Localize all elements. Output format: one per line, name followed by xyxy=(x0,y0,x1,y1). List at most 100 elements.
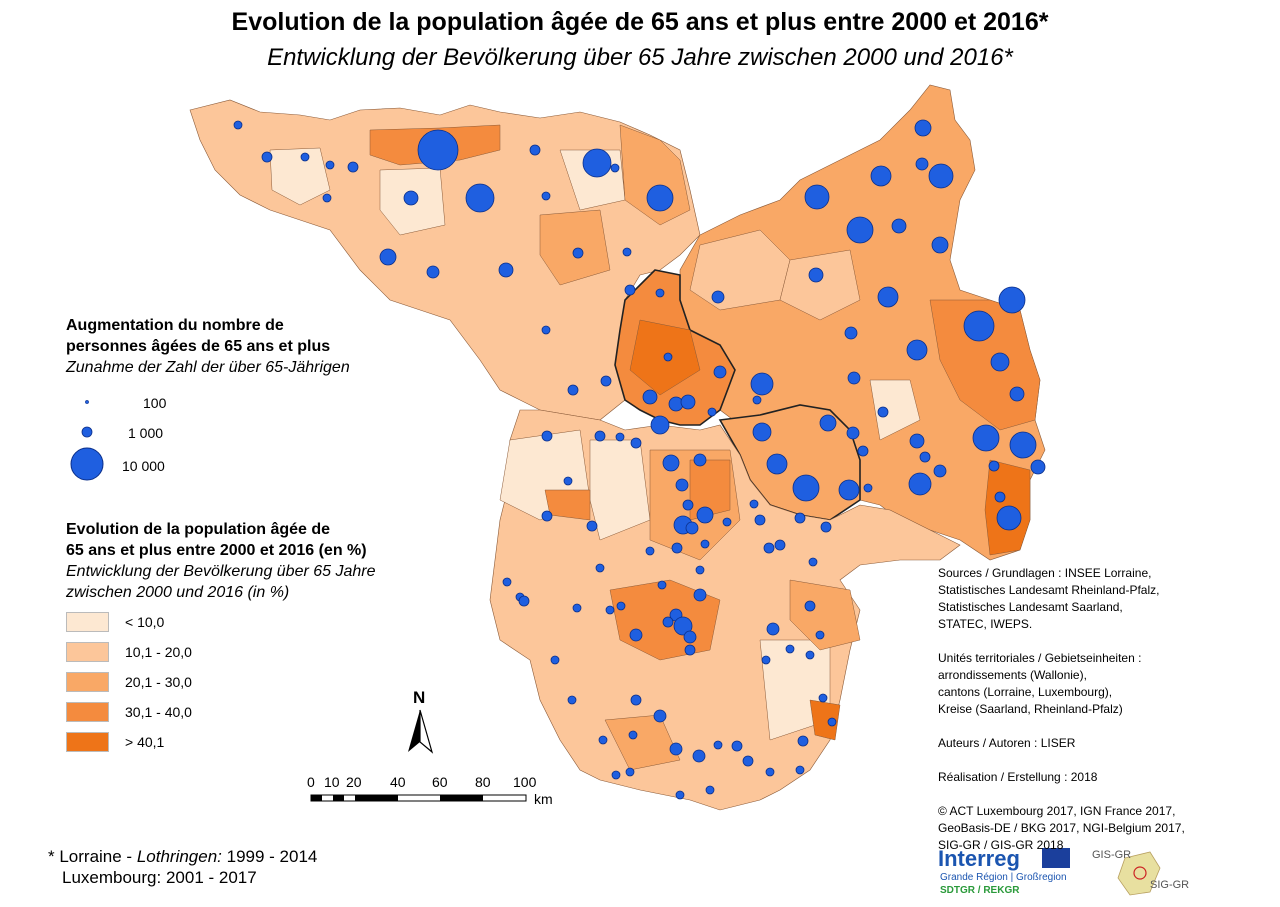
population-circle xyxy=(933,464,947,478)
population-circle xyxy=(765,767,775,777)
population-circle xyxy=(261,151,273,163)
population-circle xyxy=(988,460,1000,472)
sources-line: GeoBasis-DE / BKG 2017, NGI-Belgium 2017… xyxy=(938,821,1185,835)
population-circle xyxy=(713,365,727,379)
population-circle xyxy=(541,510,553,522)
population-circle xyxy=(662,454,680,472)
population-circle xyxy=(630,437,642,449)
legend-swatch-class-2 xyxy=(66,642,109,662)
population-circle xyxy=(541,191,551,201)
scale-tick-100: 100 xyxy=(513,774,537,790)
sources-line: Statistisches Landesamt Saarland, xyxy=(938,600,1123,614)
population-circle xyxy=(615,432,625,442)
scale-tick-60: 60 xyxy=(432,774,448,790)
population-circle xyxy=(707,407,717,417)
district-pale xyxy=(269,147,331,206)
population-circle xyxy=(322,193,332,203)
legend-label-1000: 1 000 xyxy=(128,425,164,441)
population-circle xyxy=(815,630,825,640)
sources-line: © ACT Luxembourg 2017, IGN France 2017, xyxy=(938,804,1176,818)
sources-line: STATEC, IWEPS. xyxy=(938,617,1033,631)
title-fr: Evolution de la population âgée de 65 an… xyxy=(231,8,1049,36)
population-circle xyxy=(598,735,608,745)
scale-tick-0: 0 xyxy=(307,774,315,790)
population-circle xyxy=(426,265,440,279)
legend-class-label-2: 10,1 - 20,0 xyxy=(125,644,192,660)
population-circle xyxy=(928,163,954,189)
legend-class-label-1: < 10,0 xyxy=(125,614,165,630)
population-circle xyxy=(662,616,674,628)
legend-class-label-4: 30,1 - 40,0 xyxy=(125,704,192,720)
population-circle xyxy=(914,119,932,137)
population-circle xyxy=(931,236,949,254)
legend-swatch-class-5 xyxy=(66,732,109,752)
population-circle xyxy=(827,717,837,727)
population-circle xyxy=(795,765,805,775)
legend-prop-title-de: Zunahme der Zahl der über 65-Jährigen xyxy=(66,359,350,376)
population-circle xyxy=(804,184,830,210)
scale-tick-40: 40 xyxy=(390,774,406,790)
population-circle xyxy=(877,406,889,418)
scale-tick-80: 80 xyxy=(475,774,491,790)
legend-proportional-title: Augmentation du nombre de personnes âgée… xyxy=(66,315,350,378)
population-circle xyxy=(766,453,788,475)
population-circle xyxy=(722,517,732,527)
north-arrow xyxy=(408,709,434,754)
sources-line: arrondissements (Wallonie), xyxy=(938,668,1087,682)
population-circle xyxy=(628,730,638,740)
population-circle xyxy=(567,695,577,705)
sources-line xyxy=(938,718,1185,735)
population-circle xyxy=(692,749,706,763)
population-circle xyxy=(805,650,815,660)
legend-choropleth-title: Evolution de la population âgée de 65 an… xyxy=(66,519,376,603)
sources-line: Unités territoriales / Gebietseinheiten … xyxy=(938,651,1142,665)
population-circle xyxy=(808,267,824,283)
population-circle xyxy=(600,375,612,387)
population-circle xyxy=(465,183,495,213)
footnote-lorraine: * Lorraine - Lothringen: 1999 - 2014 xyxy=(48,846,317,867)
population-circle xyxy=(909,433,925,449)
population-circle xyxy=(804,600,816,612)
district-pale xyxy=(869,379,921,441)
population-circle xyxy=(624,284,636,296)
population-circle xyxy=(605,605,615,615)
sources-block: Sources / Grundlagen : INSEE Lorraine, St… xyxy=(938,565,1185,854)
population-circle xyxy=(655,288,665,298)
gis-logo-target xyxy=(1133,866,1147,880)
population-circle xyxy=(325,160,335,170)
legend-class-label-5: > 40,1 xyxy=(125,734,165,750)
population-circle xyxy=(711,290,725,304)
population-circle xyxy=(998,286,1026,314)
legend-choro-title-de-1: Entwicklung der Bevölkerung über 65 Jahr… xyxy=(66,563,376,580)
population-circle xyxy=(785,644,795,654)
population-circle xyxy=(766,622,780,636)
legend-class-label-3: 20,1 - 30,0 xyxy=(125,674,192,690)
interreg-subtitle-2: SDTGR / REKGR xyxy=(940,885,1020,896)
population-circle xyxy=(963,310,995,342)
population-circle xyxy=(731,740,743,752)
population-circle xyxy=(847,371,861,385)
population-circle xyxy=(669,742,683,756)
population-circle xyxy=(700,539,710,549)
population-circle xyxy=(541,325,551,335)
population-circle xyxy=(582,148,612,178)
population-circle xyxy=(693,453,707,467)
gis-logo-bottom: SIG-GR xyxy=(1150,879,1190,891)
scale-tick-10: 10 xyxy=(324,774,340,790)
population-circle xyxy=(794,512,806,524)
sources-line: Réalisation / Erstellung : 2018 xyxy=(938,770,1098,784)
population-circle xyxy=(403,190,419,206)
population-circle xyxy=(630,694,642,706)
population-circle xyxy=(502,577,512,587)
sources-line: Auteurs / Autoren : LISER xyxy=(938,736,1076,750)
scale-bar xyxy=(310,794,527,802)
sources-line: SIG-GR / GIS-GR 2018 xyxy=(938,838,1064,852)
interreg-subtitle: Grande Région | Großregion xyxy=(940,872,1067,883)
population-circle xyxy=(616,601,626,611)
footnote-suffix: 1999 - 2014 xyxy=(221,847,318,866)
population-circle xyxy=(695,565,705,575)
population-circle xyxy=(1030,459,1046,475)
footnote-luxembourg: Luxembourg: 2001 - 2017 xyxy=(62,868,257,887)
population-circle xyxy=(763,542,775,554)
population-circle xyxy=(529,144,541,156)
